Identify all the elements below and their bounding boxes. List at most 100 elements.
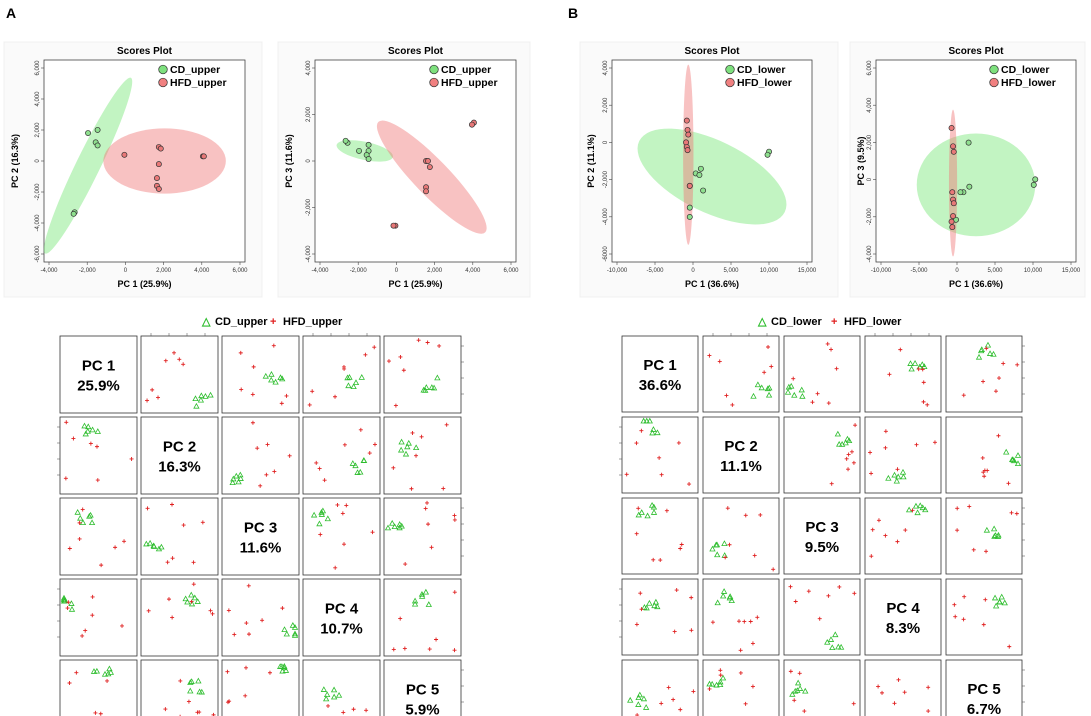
hfd-point xyxy=(66,600,71,605)
hfd-point xyxy=(425,340,430,345)
y-tick-label: 2,000 xyxy=(35,122,41,138)
scatter-cell xyxy=(383,497,462,576)
hfd-point xyxy=(926,685,931,690)
hfd-point xyxy=(226,608,231,613)
hfd-point xyxy=(849,449,854,454)
hfd-point xyxy=(67,546,72,551)
hfd-point xyxy=(120,623,125,628)
hfd-point xyxy=(98,711,103,716)
cd-point xyxy=(650,503,658,510)
y-tick-label: -2,000 xyxy=(867,208,873,226)
cd-point xyxy=(721,540,728,547)
hfd-point xyxy=(852,591,857,596)
cd-point xyxy=(207,391,214,398)
cd-point xyxy=(765,391,773,398)
cd-point xyxy=(396,521,403,527)
pc-label: PC 1 xyxy=(82,358,115,375)
hfd-point xyxy=(177,357,182,362)
hfd-point xyxy=(271,343,276,348)
scatter-cell xyxy=(702,578,780,656)
hfd-point xyxy=(792,698,797,703)
hfd_lower-ellipse xyxy=(948,109,958,257)
hfd-point xyxy=(750,684,755,689)
hfd-point xyxy=(793,599,798,604)
hfd-point xyxy=(258,483,263,488)
cd-point xyxy=(717,678,724,685)
cd-point xyxy=(912,502,920,509)
matrix-legend-cd-label: CD_upper xyxy=(215,316,268,328)
hfd-point xyxy=(981,622,986,627)
hfd-point xyxy=(419,434,424,439)
cd_lower-point xyxy=(696,172,703,178)
matrix-legend-cd-symbol: △ xyxy=(201,316,211,328)
hfd-point xyxy=(766,344,771,349)
cd-point xyxy=(418,593,426,599)
cd-point xyxy=(832,631,839,638)
cd-point xyxy=(77,514,84,521)
cd_lower-point xyxy=(686,213,693,220)
scatter-cell xyxy=(945,578,1023,656)
x-tick-label: 0 xyxy=(124,268,128,274)
cd-point xyxy=(268,371,275,377)
cd-point xyxy=(709,545,716,552)
matrix-legend-b: △ CD_lower + HFD_lower xyxy=(757,316,902,328)
pc-variance: 6.7% xyxy=(967,701,1001,716)
cd-point xyxy=(384,524,392,531)
cd-point xyxy=(908,365,915,372)
hfd-point xyxy=(634,441,639,446)
hfd-point xyxy=(634,622,639,627)
hfd-point xyxy=(636,506,641,511)
cd-point xyxy=(635,701,642,707)
hfd-point xyxy=(372,442,377,447)
scatter-cell xyxy=(221,578,300,657)
x-tick-label: 0 xyxy=(691,268,695,274)
hfd_upper-point xyxy=(424,158,431,164)
cd-point xyxy=(829,644,836,651)
hfd-point xyxy=(902,690,907,695)
panel-letter-b: B xyxy=(568,5,578,21)
cd-point xyxy=(983,526,991,533)
scatter-cell xyxy=(783,416,861,494)
cd-point xyxy=(434,374,441,381)
cd-point xyxy=(719,592,727,599)
legend-label: HFD_upper xyxy=(441,77,498,89)
y-tick-label: 4,000 xyxy=(306,60,312,76)
hfd_lower-point xyxy=(949,224,956,231)
cd-point xyxy=(796,685,804,691)
hfd_lower-point xyxy=(683,117,690,124)
hfd-point xyxy=(287,453,292,458)
hfd_upper-point xyxy=(153,175,160,182)
y-tick-label: 2,000 xyxy=(603,97,609,113)
matrix-legend-hfd-symbol: + xyxy=(270,316,276,328)
hfd-point xyxy=(105,678,110,683)
pc-variance: 11.6% xyxy=(240,540,282,557)
scatter-cell xyxy=(783,659,861,716)
cd-point xyxy=(318,511,326,517)
scatter-cell xyxy=(702,659,780,716)
hfd-point xyxy=(727,542,732,547)
cd-point xyxy=(990,350,997,357)
hfd-point xyxy=(265,442,270,447)
cd-point xyxy=(87,511,94,518)
hfd-point xyxy=(707,686,712,691)
scatter-cell xyxy=(621,497,699,575)
hfd-point xyxy=(342,542,347,547)
diagonal-cell xyxy=(302,578,381,657)
scatter-cell xyxy=(383,416,462,495)
hfd_lower-point xyxy=(948,218,955,225)
scatter-cell xyxy=(221,335,300,414)
scatter-cell xyxy=(302,416,381,495)
panel-letter-a: A xyxy=(6,5,16,21)
hfd-point xyxy=(926,709,931,714)
hfd-point xyxy=(953,614,958,619)
hfd-point xyxy=(846,467,851,472)
cd-point xyxy=(396,524,403,531)
cd-point xyxy=(196,688,203,695)
pc-label: PC 3 xyxy=(244,520,277,537)
y-tick-label: -4,000 xyxy=(306,245,312,263)
cd-point xyxy=(627,696,634,703)
hfd_upper-point xyxy=(423,188,429,195)
cd-point xyxy=(350,383,357,390)
cd-point xyxy=(750,392,757,399)
hfd-point xyxy=(80,507,85,512)
